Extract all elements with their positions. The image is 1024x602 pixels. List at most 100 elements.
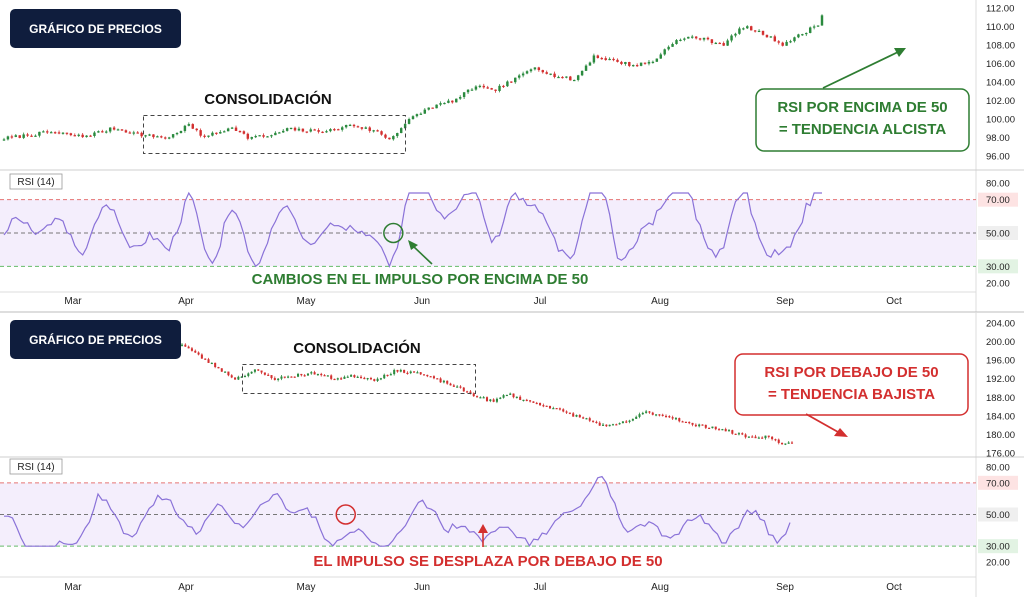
candle (101, 129, 104, 133)
price-tick-label: 176.00 (986, 449, 1015, 460)
candle (337, 128, 340, 131)
candle (808, 26, 812, 34)
candle (22, 132, 25, 140)
candle (600, 56, 603, 60)
candle (539, 402, 542, 407)
candle (343, 375, 346, 379)
candle (65, 132, 69, 136)
candle (624, 61, 627, 66)
candle (69, 132, 73, 137)
bottom-candles (180, 343, 794, 446)
candle (116, 128, 120, 131)
candle (409, 370, 412, 375)
candle (787, 441, 790, 444)
candle (761, 436, 764, 439)
candle (615, 423, 618, 426)
candle (254, 134, 257, 139)
candle (635, 63, 639, 67)
candle (714, 41, 718, 45)
candle (612, 57, 615, 62)
candle (359, 375, 363, 379)
candle (455, 98, 458, 103)
candle (226, 127, 230, 132)
candle (585, 417, 588, 420)
candle (592, 53, 596, 65)
candle (663, 48, 666, 56)
top-rsi-label: RSI (14) (17, 177, 54, 188)
candle (711, 426, 714, 429)
candle (136, 131, 139, 134)
candle (323, 374, 326, 377)
price-tick-label: 200.00 (986, 337, 1015, 348)
candle (486, 85, 489, 89)
candle (784, 443, 787, 446)
candle (280, 374, 283, 381)
bottom-note-line-1: RSI POR DEBAJO DE 50 (764, 364, 938, 381)
candle (451, 100, 454, 104)
candle (684, 421, 687, 424)
price-tick-label: 180.00 (986, 430, 1015, 441)
candle (722, 41, 725, 47)
candle (552, 406, 555, 410)
candle (771, 435, 774, 441)
candle (442, 379, 445, 384)
candle (521, 71, 525, 78)
candle (49, 131, 53, 134)
candle (767, 435, 770, 439)
candle (287, 375, 290, 379)
candle (494, 89, 497, 93)
candle (721, 428, 724, 431)
candle (384, 133, 387, 140)
candle (230, 126, 234, 129)
top-consolidation-box (143, 115, 406, 154)
candle (108, 127, 112, 134)
candle (38, 131, 41, 138)
candle (671, 415, 674, 421)
candle (220, 368, 223, 372)
candle (605, 424, 608, 427)
candle (452, 383, 455, 387)
candle (422, 374, 426, 376)
candle (200, 353, 203, 359)
candle (34, 134, 37, 137)
candle (411, 115, 415, 120)
candle (293, 126, 297, 132)
month-tick-label: Oct (886, 296, 902, 307)
candle (509, 392, 512, 395)
candle (30, 134, 33, 137)
candle (383, 373, 386, 380)
candle (393, 368, 396, 376)
top-rsi-arrow-head (408, 240, 418, 250)
candle (573, 79, 576, 82)
candle (300, 373, 303, 377)
candle (179, 130, 183, 134)
candle (210, 362, 213, 365)
bottom-rsi-panel: 70.00 50.00 30.00 80.00 20.00 (0, 463, 1018, 569)
candle (498, 84, 501, 93)
top-rsi-tag-box (9, 173, 63, 190)
candle (380, 130, 383, 136)
candle (746, 25, 749, 30)
candle (647, 59, 651, 66)
candle (267, 373, 270, 376)
candle (675, 39, 678, 45)
candle (10, 134, 14, 139)
candle (184, 343, 187, 347)
candle (584, 64, 588, 71)
candle (658, 414, 661, 417)
candle (529, 400, 532, 403)
candle (476, 395, 479, 398)
candle (388, 137, 391, 140)
candle (14, 134, 18, 138)
candle (313, 128, 316, 131)
candle (386, 374, 389, 377)
candle (89, 134, 92, 137)
candle (529, 68, 533, 73)
candle (731, 429, 734, 435)
top-note-box (755, 88, 970, 152)
candle (565, 76, 568, 79)
candle (561, 76, 564, 79)
candle (694, 36, 698, 40)
candle (565, 410, 568, 415)
candle (250, 371, 253, 375)
